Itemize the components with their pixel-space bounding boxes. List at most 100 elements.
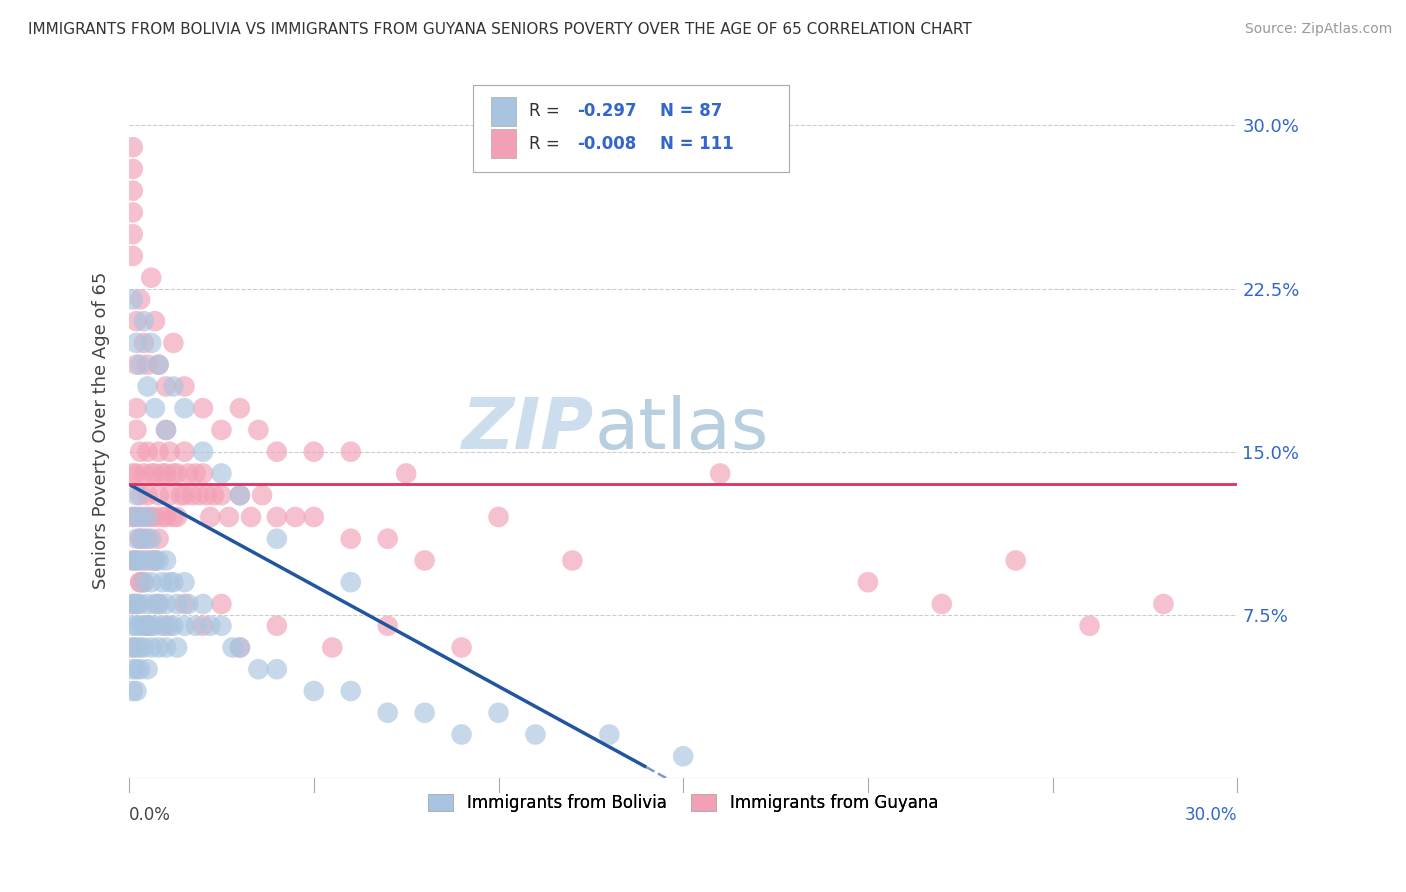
Point bbox=[200, 618, 222, 632]
Text: IMMIGRANTS FROM BOLIVIA VS IMMIGRANTS FROM GUYANA SENIORS POVERTY OVER THE AGE O: IMMIGRANTS FROM BOLIVIA VS IMMIGRANTS FR… bbox=[28, 22, 972, 37]
Point bbox=[155, 510, 177, 524]
Point bbox=[377, 618, 399, 632]
Point bbox=[121, 553, 143, 567]
Point bbox=[166, 510, 188, 524]
Point bbox=[136, 597, 159, 611]
Point bbox=[266, 618, 288, 632]
Point bbox=[173, 618, 195, 632]
Point bbox=[121, 597, 143, 611]
Point bbox=[166, 467, 188, 481]
Point bbox=[162, 510, 184, 524]
Point bbox=[200, 510, 222, 524]
Point bbox=[125, 467, 148, 481]
Point bbox=[173, 597, 195, 611]
Point bbox=[173, 401, 195, 416]
Point bbox=[143, 618, 166, 632]
Point bbox=[148, 444, 170, 458]
Point bbox=[129, 575, 152, 590]
Point bbox=[125, 358, 148, 372]
Point bbox=[931, 597, 953, 611]
Point bbox=[229, 640, 252, 655]
Point bbox=[209, 423, 232, 437]
Point bbox=[136, 618, 159, 632]
Point bbox=[709, 467, 731, 481]
Point bbox=[125, 553, 148, 567]
Point bbox=[148, 358, 170, 372]
Point bbox=[143, 597, 166, 611]
Point bbox=[136, 379, 159, 393]
Point bbox=[136, 510, 159, 524]
Point bbox=[132, 575, 155, 590]
Point bbox=[148, 488, 170, 502]
Point bbox=[339, 575, 361, 590]
Point bbox=[450, 727, 472, 741]
Point bbox=[229, 488, 252, 502]
Point bbox=[209, 467, 232, 481]
Point bbox=[121, 205, 143, 219]
Point bbox=[247, 423, 270, 437]
Point bbox=[125, 401, 148, 416]
Point bbox=[148, 597, 170, 611]
Point bbox=[339, 532, 361, 546]
Point bbox=[121, 140, 143, 154]
Point bbox=[561, 553, 583, 567]
Point bbox=[229, 640, 252, 655]
Point bbox=[191, 597, 214, 611]
Point bbox=[191, 401, 214, 416]
Point bbox=[129, 553, 152, 567]
Point bbox=[1153, 597, 1175, 611]
Point bbox=[302, 510, 325, 524]
Point bbox=[184, 618, 207, 632]
Point bbox=[162, 575, 184, 590]
Point bbox=[191, 467, 214, 481]
Text: -0.008: -0.008 bbox=[576, 135, 636, 153]
Point bbox=[125, 532, 148, 546]
Point bbox=[155, 467, 177, 481]
Point bbox=[129, 510, 152, 524]
Point bbox=[266, 662, 288, 676]
Point bbox=[121, 227, 143, 242]
Point bbox=[125, 553, 148, 567]
Point bbox=[250, 488, 273, 502]
Point bbox=[177, 467, 200, 481]
Point bbox=[148, 532, 170, 546]
Point bbox=[148, 553, 170, 567]
Point bbox=[132, 553, 155, 567]
Point bbox=[132, 510, 155, 524]
Point bbox=[141, 532, 163, 546]
Point bbox=[132, 618, 155, 632]
Point bbox=[284, 510, 307, 524]
Point bbox=[395, 467, 418, 481]
Point bbox=[121, 597, 143, 611]
Point bbox=[229, 488, 252, 502]
Point bbox=[121, 662, 143, 676]
Point bbox=[856, 575, 879, 590]
Point bbox=[1078, 618, 1101, 632]
Text: R =: R = bbox=[529, 103, 565, 120]
Point bbox=[488, 706, 510, 720]
Point bbox=[129, 444, 152, 458]
Point bbox=[377, 532, 399, 546]
Point bbox=[136, 532, 159, 546]
Point bbox=[413, 706, 436, 720]
Point bbox=[136, 662, 159, 676]
Point bbox=[129, 532, 152, 546]
Point bbox=[129, 488, 152, 502]
Point bbox=[155, 553, 177, 567]
Point bbox=[1004, 553, 1026, 567]
Point bbox=[188, 488, 211, 502]
Point bbox=[202, 488, 225, 502]
Point bbox=[162, 335, 184, 350]
Text: -0.297: -0.297 bbox=[576, 103, 637, 120]
Point bbox=[162, 379, 184, 393]
Point bbox=[121, 184, 143, 198]
Point bbox=[450, 640, 472, 655]
Point bbox=[162, 618, 184, 632]
Point bbox=[166, 597, 188, 611]
Point bbox=[129, 575, 152, 590]
Point bbox=[150, 618, 173, 632]
Point bbox=[129, 358, 152, 372]
Point bbox=[598, 727, 620, 741]
Point bbox=[302, 684, 325, 698]
Point bbox=[209, 597, 232, 611]
